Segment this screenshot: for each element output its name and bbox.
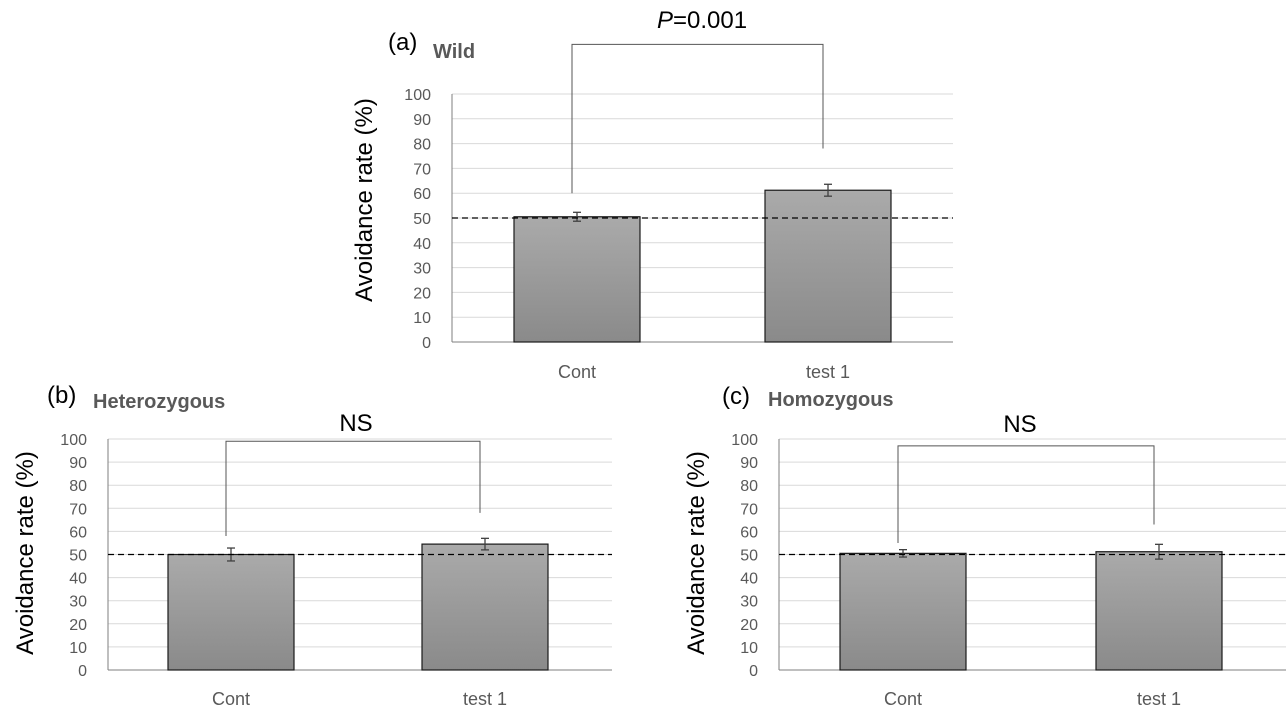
- y-tick-label: 50: [413, 211, 431, 228]
- y-tick-label: 70: [740, 501, 758, 518]
- y-tick-label: 100: [60, 432, 87, 449]
- bar: [764, 189, 892, 343]
- y-tick-label: 60: [69, 524, 87, 541]
- significance-label: NS: [339, 410, 372, 437]
- y-tick-label: 100: [731, 432, 758, 449]
- y-tick-label: 40: [413, 236, 431, 253]
- y-axis-label: Avoidance rate (%): [12, 451, 39, 655]
- bar: [839, 552, 967, 671]
- y-tick-label: 40: [740, 571, 758, 588]
- y-tick-label: 10: [413, 310, 431, 327]
- bar: [513, 216, 641, 343]
- y-tick-label: 0: [78, 663, 87, 680]
- y-tick-label: 0: [749, 663, 758, 680]
- y-tick-label: 50: [740, 548, 758, 565]
- bar: [421, 543, 549, 671]
- y-tick-label: 50: [69, 548, 87, 565]
- y-tick-label: 90: [413, 112, 431, 129]
- y-axis-label: Avoidance rate (%): [683, 451, 710, 655]
- panel-a: 0 10 20 30 40 50 60 70 80 90 100 Cont test 1 P=0.001 (…: [351, 7, 953, 382]
- panel-title: Homozygous: [768, 389, 894, 411]
- bar: [1095, 551, 1223, 671]
- y-tick-label: 10: [69, 640, 87, 657]
- x-category-label: Cont: [884, 689, 922, 709]
- y-tick-label: 80: [69, 478, 87, 495]
- x-category-label: Cont: [212, 689, 250, 709]
- panel-b: 0 10 20 30 40 50 60 70 80 90 100 Cont test 1 NS (b) Het…: [12, 382, 612, 709]
- y-tick-label: 30: [740, 594, 758, 611]
- significance-label: P=0.001: [657, 7, 747, 34]
- panel-title: Wild: [433, 41, 475, 63]
- y-tick-label: 60: [740, 524, 758, 541]
- y-tick-label: 10: [740, 640, 758, 657]
- y-tick-label: 80: [413, 137, 431, 154]
- significance-label-text: NS: [339, 410, 372, 437]
- panel-title: Heterozygous: [93, 391, 225, 413]
- panel-label: (c): [722, 383, 750, 410]
- significance-label-italic: P: [657, 7, 673, 34]
- panel-c: 0 10 20 30 40 50 60 70 80 90 100 Cont test 1 NS (c) Hom…: [683, 383, 1286, 709]
- significance-label: NS: [1003, 411, 1036, 438]
- y-tick-label: 70: [69, 501, 87, 518]
- y-tick-label: 20: [69, 617, 87, 634]
- x-category-label: test 1: [1137, 689, 1181, 709]
- x-category-label: Cont: [558, 362, 596, 382]
- significance-bracket: [225, 440, 481, 537]
- x-category-label: test 1: [463, 689, 507, 709]
- panel-label: (a): [388, 29, 417, 56]
- y-tick-label: 30: [69, 594, 87, 611]
- y-tick-label: 90: [740, 455, 758, 472]
- y-tick-label: 20: [413, 285, 431, 302]
- y-axis-label: Avoidance rate (%): [351, 98, 378, 302]
- y-tick-label: 80: [740, 478, 758, 495]
- y-tick-label: 60: [413, 186, 431, 203]
- significance-label-text: =0.001: [673, 7, 747, 34]
- y-tick-label: 30: [413, 261, 431, 278]
- x-category-label: test 1: [806, 362, 850, 382]
- y-tick-label: 40: [69, 571, 87, 588]
- significance-bracket: [571, 43, 824, 194]
- panel-label: (b): [47, 382, 76, 409]
- y-tick-label: 90: [69, 455, 87, 472]
- bar: [167, 553, 295, 671]
- y-tick-label: 0: [422, 335, 431, 352]
- y-tick-label: 20: [740, 617, 758, 634]
- significance-label-text: NS: [1003, 411, 1036, 438]
- significance-bracket: [897, 445, 1155, 543]
- y-tick-label: 100: [404, 87, 431, 104]
- y-tick-label: 70: [413, 161, 431, 178]
